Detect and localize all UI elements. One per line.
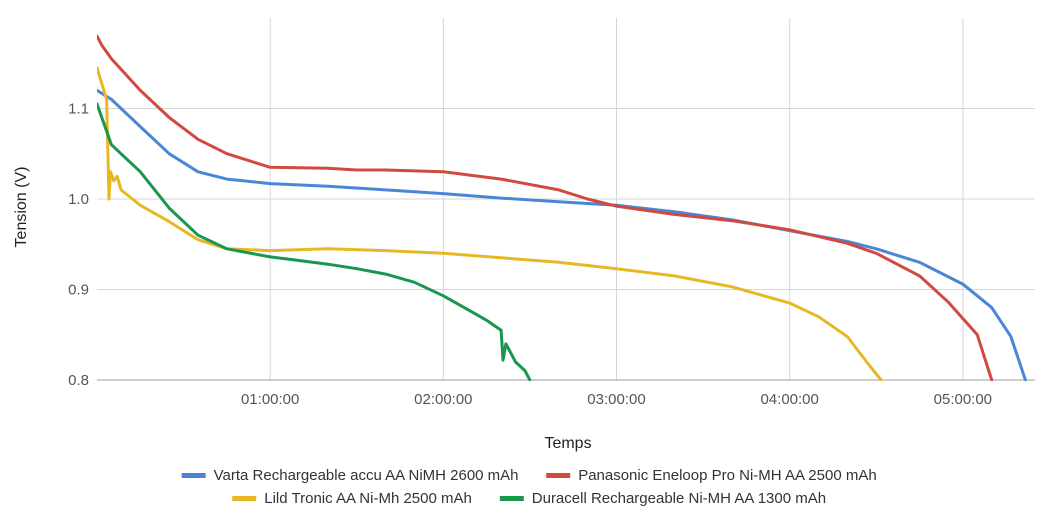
series-line-4 bbox=[97, 102, 532, 381]
y-tick-label: 1.1 bbox=[68, 101, 89, 118]
legend-swatch bbox=[499, 496, 524, 501]
grid bbox=[97, 18, 1035, 381]
x-axis-label: Temps bbox=[544, 435, 591, 452]
y-tick-label: 1.0 bbox=[68, 191, 89, 208]
series-line-3 bbox=[97, 66, 883, 381]
y-axis-label: Tension (V) bbox=[13, 167, 30, 248]
x-tick-label: 02:00:00 bbox=[414, 391, 472, 408]
y-tick-label: 0.8 bbox=[68, 372, 89, 389]
x-tick-label: 03:00:00 bbox=[587, 391, 645, 408]
x-tick-labels: 01:00:00 02:00:00 03:00:00 04:00:00 05:00:00 bbox=[241, 391, 992, 408]
legend-entry: Panasonic Eneloop Pro Ni-MH AA 2500 mAh bbox=[578, 467, 877, 484]
x-tick-label: 04:00:00 bbox=[760, 391, 818, 408]
series-line-2 bbox=[97, 34, 994, 381]
y-tick-label: 0.9 bbox=[68, 282, 89, 299]
legend-entry: Varta Rechargeable accu AA NiMH 2600 mAh bbox=[214, 467, 519, 484]
series-lines bbox=[97, 34, 1027, 381]
legend-swatch bbox=[232, 496, 257, 501]
x-tick-label: 01:00:00 bbox=[241, 391, 299, 408]
legend-swatch bbox=[546, 473, 571, 478]
legend: Varta Rechargeable accu AA NiMH 2600 mAh… bbox=[181, 467, 877, 507]
legend-swatch bbox=[181, 473, 206, 478]
x-tick-label: 05:00:00 bbox=[934, 391, 992, 408]
legend-entry: Duracell Rechargeable Ni-MH AA 1300 mAh bbox=[532, 490, 826, 507]
series-line-1 bbox=[97, 88, 1027, 381]
legend-entry: Lild Tronic AA Ni-Mh 2500 mAh bbox=[264, 490, 472, 507]
y-tick-labels: 0.8 0.9 1.0 1.1 bbox=[68, 101, 89, 390]
